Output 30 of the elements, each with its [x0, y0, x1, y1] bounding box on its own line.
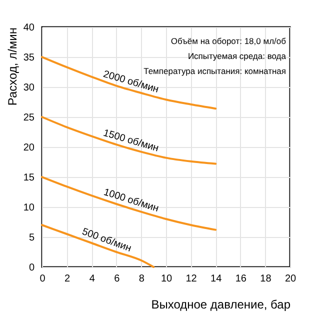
y-tick-label: 40	[23, 22, 35, 34]
y-tick-label: 10	[23, 202, 35, 214]
x-tick-label: 10	[160, 274, 172, 284]
x-tick-label: 12	[186, 274, 198, 284]
x-tick-label: 14	[210, 274, 222, 284]
annotation: Температура испытания: комнатная	[144, 66, 286, 76]
y-axis-title: Расход, л/мин	[5, 28, 20, 106]
y-tick-label: 25	[23, 112, 35, 124]
text: 1500 об/мин	[102, 128, 160, 154]
annotation: Объём на оборот: 18,0 мл/об	[170, 36, 286, 46]
x-tick-label: 20	[284, 274, 296, 284]
y-tick-label: 20	[23, 142, 35, 154]
line-series	[41, 116, 217, 165]
x-tick-label: 18	[260, 274, 272, 284]
x-tick-label: 2	[64, 274, 71, 284]
y-tick-label: 35	[23, 52, 35, 64]
x-tick-label: 8	[138, 274, 145, 284]
x-tick-label: 16	[235, 274, 247, 284]
annotation: Испытуемая среда: вода	[188, 51, 286, 61]
y-tick-label: 5	[28, 232, 35, 244]
x-tick-label: 0	[40, 274, 46, 284]
y-tick-label: 0	[28, 262, 35, 274]
x-axis-title: Выходное давление, бар	[151, 298, 291, 312]
line-series	[41, 224, 155, 268]
x-tick-label: 4	[89, 274, 96, 284]
text: 500 об/мин	[80, 226, 133, 254]
y-tick-label: 15	[23, 172, 35, 184]
y-tick-label: 30	[23, 82, 35, 94]
x-tick-label: 6	[114, 274, 120, 284]
text: 1000 об/мин	[102, 186, 160, 215]
